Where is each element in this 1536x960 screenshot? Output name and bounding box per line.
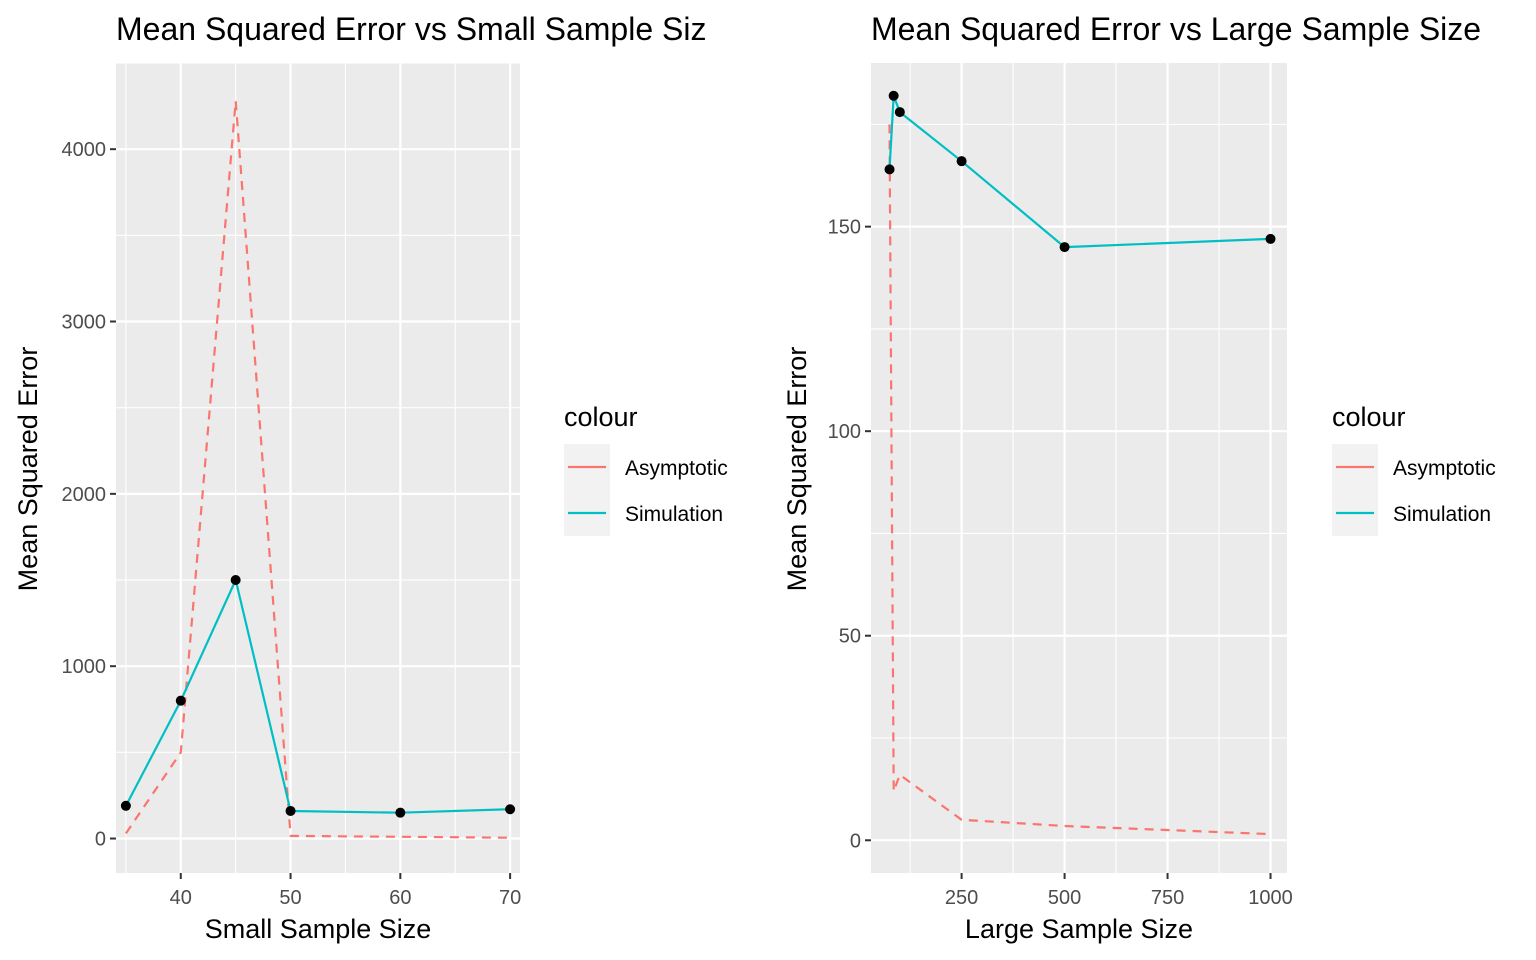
series-line-simulation bbox=[124, 578, 511, 814]
data-point-simulation bbox=[285, 805, 296, 816]
legend-label-asymptotic: Asymptotic bbox=[1393, 457, 1496, 480]
legend: colour Asymptotic Simulation bbox=[564, 402, 728, 536]
y-tick-label: 0 bbox=[95, 829, 106, 851]
y-tick-label: 50 bbox=[839, 626, 861, 648]
data-point-simulation bbox=[1059, 242, 1070, 253]
series-line-simulation bbox=[888, 94, 1271, 249]
y-tick-label: 0 bbox=[850, 830, 861, 852]
x-tick-label: 1000 bbox=[1248, 887, 1293, 909]
y-tick-label: 2000 bbox=[62, 484, 107, 506]
data-point-simulation bbox=[894, 107, 905, 118]
data-point-simulation bbox=[884, 164, 895, 175]
data-point-simulation bbox=[1265, 233, 1276, 244]
legend: colour Asymptotic Simulation bbox=[1332, 402, 1496, 536]
series-line-asymptotic bbox=[124, 99, 511, 839]
plot-background bbox=[116, 63, 520, 873]
x-tick-label: 60 bbox=[389, 887, 411, 909]
plot-area bbox=[116, 62, 520, 873]
x-tick-label: 750 bbox=[1151, 887, 1184, 909]
x-axis-title: Small Sample Size bbox=[205, 914, 432, 944]
data-point-simulation bbox=[175, 695, 186, 706]
y-tick-label: 4000 bbox=[62, 139, 107, 161]
legend-key-background bbox=[564, 444, 610, 536]
data-point-simulation bbox=[505, 804, 516, 815]
x-axis-title: Large Sample Size bbox=[965, 914, 1193, 944]
x-tick-label: 50 bbox=[279, 887, 301, 909]
chart-title: Mean Squared Error vs Large Sample Size bbox=[871, 11, 1481, 47]
data-point-simulation bbox=[230, 575, 241, 586]
x-tick-label: 500 bbox=[1048, 887, 1081, 909]
x-tick-label: 250 bbox=[945, 887, 978, 909]
series-line-asymptotic bbox=[888, 124, 1271, 836]
chart-large-sample: Mean Squared Error vs Large Sample Size … bbox=[782, 11, 1496, 944]
data-point-simulation bbox=[395, 807, 406, 818]
data-point-simulation bbox=[120, 800, 131, 811]
y-tick-label: 1000 bbox=[62, 656, 107, 678]
legend-key-background bbox=[1332, 444, 1378, 536]
chart-title: Mean Squared Error vs Small Sample Siz bbox=[116, 11, 706, 47]
x-tick-label: 40 bbox=[170, 887, 192, 909]
legend-label-asymptotic: Asymptotic bbox=[625, 457, 728, 480]
data-point-simulation bbox=[956, 156, 967, 167]
plot-area bbox=[871, 63, 1287, 873]
legend-title: colour bbox=[564, 402, 638, 432]
y-tick-label: 100 bbox=[828, 421, 861, 443]
x-tick-label: 70 bbox=[499, 887, 521, 909]
legend-label-simulation: Simulation bbox=[625, 503, 723, 526]
chart-small-sample: Mean Squared Error vs Small Sample Siz S… bbox=[13, 11, 728, 944]
y-tick-label: 150 bbox=[828, 217, 861, 239]
legend-title: colour bbox=[1332, 402, 1406, 432]
y-tick-label: 3000 bbox=[62, 312, 107, 334]
data-point-simulation bbox=[888, 90, 899, 101]
legend-label-simulation: Simulation bbox=[1393, 503, 1491, 526]
y-axis-title: Mean Squared Error bbox=[782, 347, 812, 592]
y-axis-title: Mean Squared Error bbox=[13, 347, 43, 592]
plot-background bbox=[871, 63, 1287, 873]
